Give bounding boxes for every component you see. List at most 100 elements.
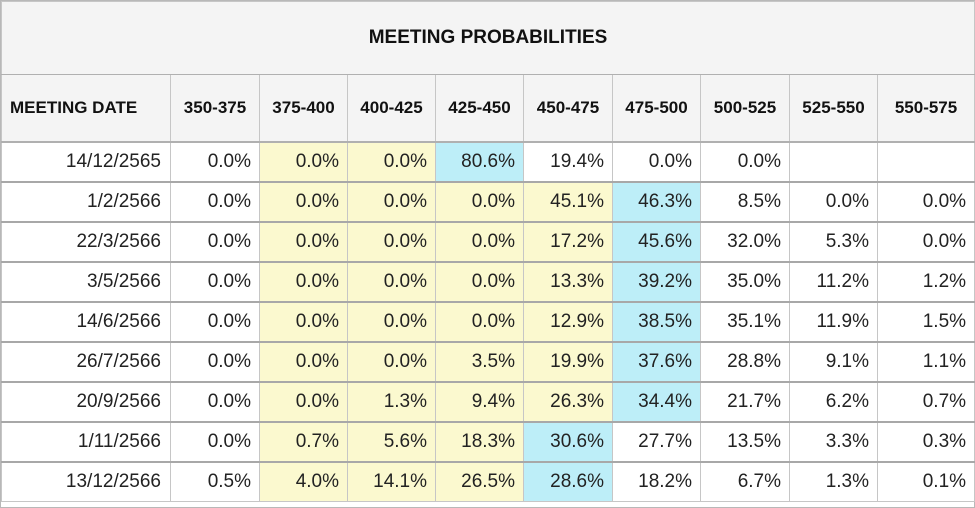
probability-cell: 1.5%	[876, 301, 975, 343]
probability-cell: 19.9%	[523, 341, 613, 383]
probability-cell: 38.5%	[612, 301, 701, 343]
table-row: 14/6/2566 0.0% 0.0% 0.0% 0.0% 12.9% 38.5% 35.1%…	[1, 301, 975, 343]
probability-cell: 0.0%	[347, 261, 436, 303]
probability-cell: 0.0%	[170, 141, 260, 183]
probability-cell: 0.0%	[612, 141, 701, 183]
probability-cell: 0.0%	[876, 221, 975, 263]
probability-cell: 28.6%	[523, 461, 613, 502]
table-row: 13/12/2566 0.5% 4.0% 14.1% 26.5% 28.6% 18.2% 6.…	[1, 461, 975, 502]
probability-cell: 1.2%	[876, 261, 975, 303]
column-header-range: 400-425	[347, 74, 436, 143]
probability-cell: 5.6%	[347, 421, 436, 463]
meeting-date-cell: 26/7/2566	[1, 341, 171, 383]
probability-cell: 45.1%	[523, 181, 613, 223]
probability-cell: 5.3%	[789, 221, 878, 263]
probability-cell: 0.0%	[170, 301, 260, 343]
table-row: 26/7/2566 0.0% 0.0% 0.0% 3.5% 19.9% 37.6% 28.8%…	[1, 341, 975, 383]
table-row: 22/3/2566 0.0% 0.0% 0.0% 0.0% 17.2% 45.6% 32.0%…	[1, 221, 975, 263]
table-body: 14/12/2565 0.0% 0.0% 0.0% 80.6% 19.4% 0.0% 0.0%…	[1, 141, 975, 502]
meeting-date-cell: 13/12/2566	[1, 461, 171, 502]
probability-cell: 46.3%	[612, 181, 701, 223]
probability-cell: 0.0%	[259, 181, 348, 223]
column-header-meeting-date: MEETING DATE	[1, 74, 171, 143]
probability-cell: 21.7%	[700, 381, 790, 423]
probability-cell: 13.5%	[700, 421, 790, 463]
meeting-date-cell: 1/2/2566	[1, 181, 171, 223]
probability-cell: 17.2%	[523, 221, 613, 263]
probability-cell: 9.4%	[435, 381, 524, 423]
probability-cell: 0.0%	[435, 181, 524, 223]
probability-cell: 0.0%	[347, 181, 436, 223]
probability-cell: 0.7%	[259, 421, 348, 463]
probability-cell: 0.0%	[259, 301, 348, 343]
probability-cell: 0.0%	[789, 181, 878, 223]
probability-cell: 19.4%	[523, 141, 613, 183]
probability-cell: 0.7%	[876, 381, 975, 423]
probability-cell: 0.0%	[259, 381, 348, 423]
probability-cell: 0.0%	[347, 341, 436, 383]
probability-cell: 0.0%	[170, 381, 260, 423]
probability-cell: 34.4%	[612, 381, 701, 423]
probability-cell: 11.9%	[789, 301, 878, 343]
probability-cell: 27.7%	[612, 421, 701, 463]
probability-cell	[876, 141, 975, 183]
table-row: 1/2/2566 0.0% 0.0% 0.0% 0.0% 45.1% 46.3% 8.5% 0.…	[1, 181, 975, 223]
column-header-range: 350-375	[170, 74, 260, 143]
meeting-date-cell: 3/5/2566	[1, 261, 171, 303]
probability-cell: 3.3%	[789, 421, 878, 463]
table-row: 20/9/2566 0.0% 0.0% 1.3% 9.4% 26.3% 34.4% 21.7%…	[1, 381, 975, 423]
probability-cell: 45.6%	[612, 221, 701, 263]
probability-cell: 0.0%	[435, 221, 524, 263]
probability-cell: 6.7%	[700, 461, 790, 502]
probability-cell: 0.0%	[170, 341, 260, 383]
table-title: MEETING PROBABILITIES	[0, 1, 975, 75]
probability-cell: 6.2%	[789, 381, 878, 423]
probability-cell: 0.0%	[259, 221, 348, 263]
probability-cell: 1.3%	[347, 381, 436, 423]
probability-cell: 30.6%	[523, 421, 613, 463]
probability-cell: 26.5%	[435, 461, 524, 502]
probability-cell: 13.3%	[523, 261, 613, 303]
probability-cell: 0.0%	[170, 221, 260, 263]
probability-cell: 11.2%	[789, 261, 878, 303]
probability-cell: 0.0%	[700, 141, 790, 183]
probability-cell: 0.0%	[259, 341, 348, 383]
column-header-row: MEETING DATE 350-375 375-400 400-425 425-450…	[1, 74, 975, 143]
table-row: 3/5/2566 0.0% 0.0% 0.0% 0.0% 13.3% 39.2% 35.0% 1…	[1, 261, 975, 303]
probability-cell: 0.0%	[347, 301, 436, 343]
table-row: 1/11/2566 0.0% 0.7% 5.6% 18.3% 30.6% 27.7% 13.5…	[1, 421, 975, 463]
probability-cell: 18.2%	[612, 461, 701, 502]
probability-cell: 0.3%	[876, 421, 975, 463]
meeting-date-cell: 22/3/2566	[1, 221, 171, 263]
table-row: 14/12/2565 0.0% 0.0% 0.0% 80.6% 19.4% 0.0% 0.0%	[1, 141, 975, 183]
probability-cell	[789, 141, 878, 183]
probability-cell: 18.3%	[435, 421, 524, 463]
probability-cell: 0.0%	[347, 221, 436, 263]
column-header-range: 500-525	[700, 74, 790, 143]
probability-cell: 0.0%	[259, 141, 348, 183]
probability-cell: 35.1%	[700, 301, 790, 343]
column-header-range: 425-450	[435, 74, 524, 143]
probability-cell: 14.1%	[347, 461, 436, 502]
probability-cell: 4.0%	[259, 461, 348, 502]
probability-cell: 8.5%	[700, 181, 790, 223]
meeting-date-cell: 1/11/2566	[1, 421, 171, 463]
probability-cell: 37.6%	[612, 341, 701, 383]
meeting-date-cell: 14/6/2566	[1, 301, 171, 343]
probability-cell: 32.0%	[700, 221, 790, 263]
probability-cell: 0.0%	[435, 261, 524, 303]
probability-cell: 0.0%	[876, 181, 975, 223]
probability-cell: 35.0%	[700, 261, 790, 303]
column-header-range: 450-475	[523, 74, 613, 143]
probability-cell: 0.0%	[259, 261, 348, 303]
probability-cell: 80.6%	[435, 141, 524, 183]
probability-cell: 9.1%	[789, 341, 878, 383]
probability-cell: 0.5%	[170, 461, 260, 502]
probability-cell: 26.3%	[523, 381, 613, 423]
probability-cell: 0.0%	[170, 261, 260, 303]
probability-cell: 1.3%	[789, 461, 878, 502]
column-header-range: 550-575	[876, 74, 975, 143]
probability-cell: 0.0%	[170, 181, 260, 223]
